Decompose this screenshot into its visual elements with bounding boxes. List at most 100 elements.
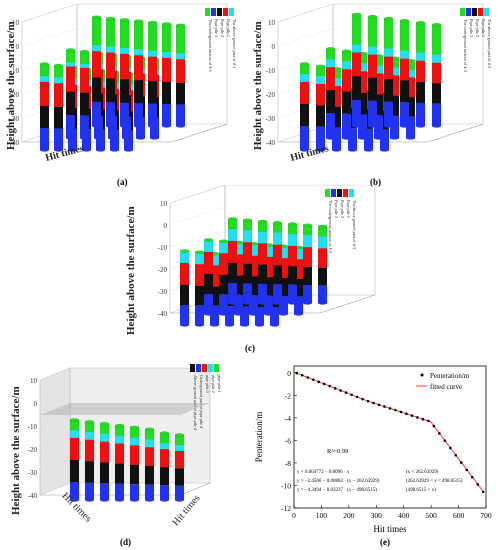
pile-column bbox=[159, 431, 170, 502]
pile-segment-black bbox=[351, 76, 362, 101]
pile-column bbox=[69, 418, 80, 502]
pile-segment-cyan bbox=[159, 443, 170, 450]
legend-swatch bbox=[337, 189, 342, 197]
pile-segment-blue bbox=[415, 102, 426, 127]
pile-bottom bbox=[374, 136, 383, 140]
pile-segment-blue bbox=[159, 485, 170, 501]
pile-top bbox=[175, 23, 186, 28]
data-point bbox=[476, 483, 480, 486]
y-tick-label: -6 bbox=[285, 436, 291, 445]
pile-bottom bbox=[180, 323, 189, 327]
pile-segment-red bbox=[317, 248, 328, 268]
data-point bbox=[410, 414, 414, 417]
pile-segment-black bbox=[317, 267, 328, 286]
legend-entry: The above ground part of 4-3 bbox=[352, 200, 357, 249]
pile-segment-black bbox=[105, 78, 116, 103]
pile-top bbox=[39, 62, 50, 66]
pile-segment-red bbox=[39, 81, 50, 107]
pile-column bbox=[114, 423, 125, 502]
pile-segment-cyan bbox=[174, 444, 185, 452]
y-axis-label: Penteration/m bbox=[254, 412, 264, 463]
pile-segment-black bbox=[325, 90, 336, 114]
z-tick-label: 0 bbox=[164, 222, 168, 230]
pile-bottom bbox=[358, 136, 367, 140]
legend-entry: Pipe pile 2 bbox=[340, 200, 345, 218]
pile-top bbox=[65, 48, 76, 52]
z-tick-label: -10 bbox=[158, 244, 168, 252]
side-wall bbox=[39, 367, 71, 496]
legend-marker-points bbox=[420, 373, 424, 377]
y-tick-label: -2 bbox=[285, 391, 291, 400]
x-tick-label: 500 bbox=[426, 511, 438, 520]
pile-segment-red bbox=[351, 52, 362, 77]
pile-segment-red bbox=[79, 67, 90, 93]
pile-segment-red bbox=[144, 447, 155, 467]
pile-segment-blue bbox=[257, 283, 268, 304]
z-tick-label: -30 bbox=[158, 288, 168, 296]
pile-bottom bbox=[288, 301, 297, 305]
pile-segment-black bbox=[341, 91, 352, 114]
pile-segment-black bbox=[144, 465, 155, 485]
x-tick-label: 0 bbox=[292, 511, 296, 520]
panel-b-label: (b) bbox=[370, 177, 381, 187]
pile-bottom bbox=[145, 498, 154, 502]
pile-bottom bbox=[228, 301, 237, 305]
pile-bottom bbox=[150, 136, 159, 140]
pile-bottom bbox=[82, 148, 91, 152]
pile-column bbox=[179, 249, 190, 327]
pile-top bbox=[257, 219, 268, 224]
legend-entry: Pipe pile 2 bbox=[220, 19, 225, 37]
pile-top bbox=[383, 16, 394, 21]
r-squared-annotation: R²=0.99 bbox=[327, 448, 348, 455]
pile-column bbox=[129, 425, 140, 502]
plot-frame bbox=[293, 365, 487, 509]
pile-segment-blue bbox=[175, 104, 186, 127]
legend-entry: pipe pile 2 bbox=[211, 375, 216, 393]
pile-column bbox=[357, 51, 368, 140]
z-tick-label: -20 bbox=[266, 91, 276, 99]
pile-segment-black bbox=[84, 461, 95, 483]
pile-bottom bbox=[364, 148, 373, 152]
pile-segment-blue bbox=[39, 127, 50, 151]
pile-top bbox=[174, 433, 185, 437]
panel-e-label: (e) bbox=[380, 537, 390, 547]
pile-top bbox=[129, 425, 140, 430]
pile-segment-red bbox=[367, 54, 378, 78]
pile-segment-blue bbox=[105, 102, 116, 127]
pile-bottom bbox=[342, 136, 351, 140]
data-point bbox=[295, 371, 299, 375]
pile-segment-black bbox=[114, 463, 125, 484]
pile-column bbox=[99, 421, 110, 502]
pile-segment-red bbox=[299, 81, 310, 105]
pile-segment-blue bbox=[242, 283, 253, 304]
panel-e: 0 100 200 300 400 500 600 700 0 -2 -4 -6 -8 -10 -12 Hit… bbox=[250, 360, 499, 550]
pile-segment-red bbox=[415, 60, 426, 82]
pile-bottom bbox=[124, 148, 133, 152]
pile-segment-red bbox=[399, 58, 410, 81]
pile-column bbox=[119, 18, 130, 128]
pile-top bbox=[325, 47, 336, 51]
pile-segment-red bbox=[302, 247, 313, 268]
x-tick-label: 200 bbox=[343, 511, 355, 520]
legend-entry: The above ground part of 4-2 bbox=[487, 19, 492, 68]
pile-bottom bbox=[136, 136, 145, 140]
data-point bbox=[300, 373, 304, 377]
pile-top bbox=[79, 49, 90, 54]
pile-segment-red bbox=[69, 437, 80, 461]
pile-bottom bbox=[96, 148, 105, 152]
data-point bbox=[372, 401, 375, 405]
z-tick-label: -40 bbox=[158, 310, 168, 318]
pile-segment-red bbox=[179, 262, 190, 286]
legend-entry: Pipe pile 3 bbox=[214, 19, 219, 37]
pile-bottom bbox=[348, 148, 357, 152]
pile-segment-top bbox=[351, 14, 362, 45]
pile-segment-top bbox=[367, 16, 378, 47]
pile-bottom bbox=[243, 301, 252, 305]
fit-equation-range: (498.6515 < x) bbox=[406, 488, 436, 493]
pile-segment-blue bbox=[147, 103, 158, 127]
pile-segment-blue bbox=[144, 484, 155, 501]
pile-top bbox=[367, 14, 378, 19]
panel-a-3d-chart: 10 0 -10 -20 -30 -40 The underground section o… bbox=[10, 3, 237, 152]
pile-segment-red bbox=[227, 240, 238, 264]
legend-swatch bbox=[331, 189, 336, 197]
